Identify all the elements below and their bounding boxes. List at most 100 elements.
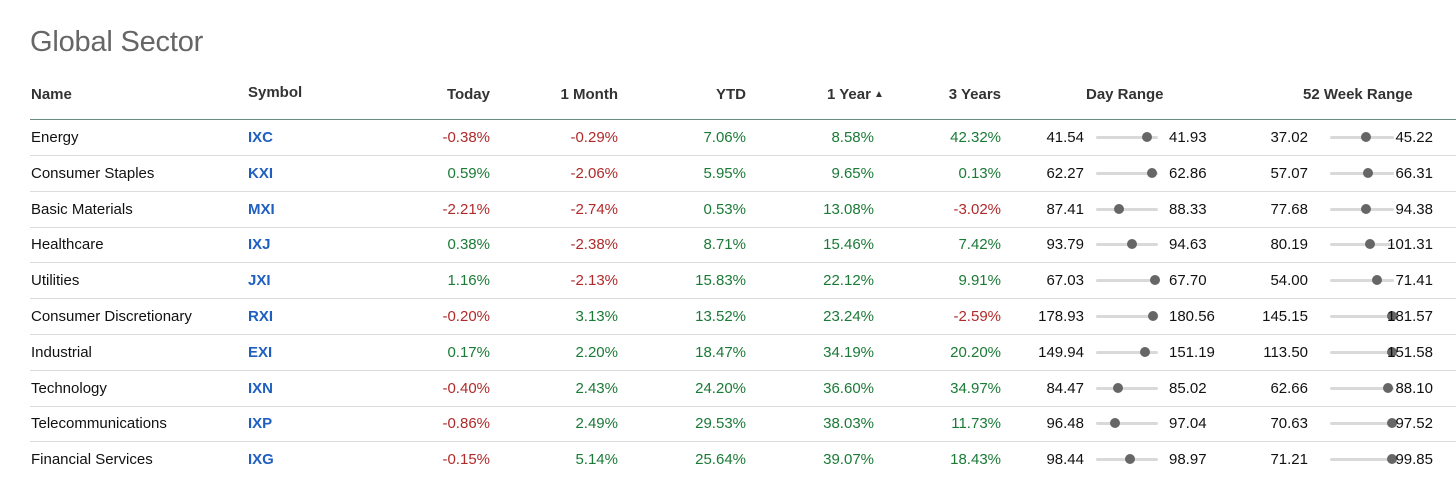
week52-range-low: 37.02 bbox=[1270, 129, 1308, 146]
ytd-change: 25.64% bbox=[695, 451, 746, 469]
week52-range-low: 77.68 bbox=[1270, 200, 1308, 218]
table-row[interactable]: Energy IXC -0.38% -0.29% 7.06% 8.58% 42.32% 41.… bbox=[30, 120, 1456, 156]
symbol-link[interactable]: JXI bbox=[248, 272, 271, 290]
day-range-bar bbox=[1096, 203, 1158, 214]
week52-range-low: 80.19 bbox=[1270, 236, 1308, 254]
one-year-change: 38.03% bbox=[823, 415, 874, 433]
table-row[interactable]: Consumer Staples KXI 0.59% -2.06% 5.95% 9.65%… bbox=[30, 156, 1456, 192]
week52-range-high: 101.31 bbox=[1387, 236, 1433, 254]
header-divider bbox=[30, 119, 1456, 120]
three-years-change: 18.43% bbox=[950, 451, 1001, 469]
week52-range-marker bbox=[1387, 311, 1398, 321]
day-range-bar bbox=[1096, 311, 1159, 321]
week52-range-bar bbox=[1330, 275, 1394, 286]
table-row[interactable]: Financial Services IXG -0.15% 5.14% 25.64% 39… bbox=[30, 442, 1456, 478]
one-year-change: 34.19% bbox=[823, 343, 874, 361]
week52-range-marker bbox=[1387, 454, 1398, 465]
symbol-link[interactable]: IXJ bbox=[248, 236, 271, 254]
symbol-link[interactable]: MXI bbox=[248, 200, 275, 218]
symbol-link[interactable]: IXN bbox=[248, 379, 274, 397]
day-range-bar bbox=[1096, 275, 1160, 286]
one-year-change: 15.46% bbox=[823, 236, 874, 254]
today-change: -0.86% bbox=[442, 415, 490, 433]
day-range-high: 88.33 bbox=[1169, 200, 1207, 218]
week52-range-bar bbox=[1330, 454, 1398, 465]
one-year-change: 9.65% bbox=[831, 164, 874, 182]
column-header-symbol[interactable]: Symbol bbox=[248, 84, 303, 101]
column-header-ytd[interactable]: YTD bbox=[716, 86, 746, 103]
day-range-bar bbox=[1096, 132, 1158, 142]
week52-range-marker bbox=[1361, 132, 1372, 142]
ytd-change: 15.83% bbox=[695, 272, 746, 290]
column-header-today[interactable]: Today bbox=[446, 86, 490, 103]
column-header-3-years[interactable]: 3 Years bbox=[948, 86, 1001, 103]
week52-range-high: 94.38 bbox=[1395, 200, 1433, 218]
symbol-link[interactable]: IXG bbox=[248, 451, 274, 469]
row-divider bbox=[30, 262, 1456, 264]
one-month-change: -2.38% bbox=[570, 236, 618, 254]
ytd-change: 8.71% bbox=[703, 236, 746, 254]
today-change: -0.20% bbox=[442, 308, 490, 325]
day-range-low: 93.79 bbox=[1046, 236, 1084, 254]
day-range-high: 62.86 bbox=[1169, 164, 1207, 182]
ytd-change: 18.47% bbox=[695, 343, 746, 361]
one-month-change: -2.74% bbox=[570, 200, 618, 218]
column-header-1-year[interactable]: 1 Year ▲ bbox=[827, 86, 884, 108]
table-row[interactable]: Basic Materials MXI -2.21% -2.74% 0.53% 13.08… bbox=[30, 192, 1456, 228]
sector-name: Technology bbox=[31, 379, 107, 397]
column-header-1-month[interactable]: 1 Month bbox=[560, 86, 619, 103]
one-year-change: 23.24% bbox=[823, 308, 874, 325]
three-years-change: 7.42% bbox=[958, 236, 1001, 254]
one-month-change: 3.13% bbox=[575, 308, 618, 325]
day-range-marker bbox=[1139, 346, 1150, 357]
ytd-change: 0.53% bbox=[703, 200, 746, 218]
symbol-link[interactable]: EXI bbox=[248, 343, 273, 361]
today-change: -0.15% bbox=[442, 451, 490, 469]
day-range-bar bbox=[1096, 239, 1158, 250]
week52-range-high: 88.10 bbox=[1395, 379, 1433, 397]
week52-range-high: 99.85 bbox=[1395, 451, 1433, 469]
day-range-high: 67.70 bbox=[1169, 272, 1207, 290]
week52-range-low: 145.15 bbox=[1262, 308, 1308, 325]
sector-name: Basic Materials bbox=[31, 200, 133, 218]
table-row[interactable]: Consumer Discretionary RXI -0.20% 3.13% 13.5… bbox=[30, 299, 1456, 335]
sector-name: Utilities bbox=[31, 272, 80, 290]
today-change: 0.59% bbox=[447, 164, 490, 182]
column-header-name[interactable]: Name bbox=[31, 86, 72, 103]
table-row[interactable]: Utilities JXI 1.16% -2.13% 15.83% 22.12% 9.91%… bbox=[30, 263, 1456, 300]
symbol-link[interactable]: RXI bbox=[248, 308, 274, 325]
one-month-change: -2.06% bbox=[570, 164, 618, 182]
ytd-change: 24.20% bbox=[695, 379, 746, 397]
table-row[interactable]: Technology IXN -0.40% 2.43% 24.20% 36.60% 34.9… bbox=[30, 371, 1456, 407]
symbol-link[interactable]: IXP bbox=[248, 415, 273, 433]
day-range-bar bbox=[1096, 167, 1158, 178]
today-change: 0.38% bbox=[447, 236, 490, 254]
symbol-link[interactable]: IXC bbox=[248, 129, 274, 146]
table-row[interactable]: Healthcare IXJ 0.38% -2.38% 8.71% 15.46% 7.42%… bbox=[30, 227, 1456, 264]
week52-range-marker bbox=[1382, 382, 1393, 393]
day-range-high: 94.63 bbox=[1169, 236, 1207, 254]
day-range-marker bbox=[1125, 454, 1136, 465]
sector-name: Industrial bbox=[31, 343, 92, 361]
week52-range-high: 181.57 bbox=[1387, 308, 1433, 325]
day-range-bar bbox=[1096, 454, 1158, 465]
week52-range-bar bbox=[1330, 311, 1398, 321]
week52-range-bar bbox=[1330, 346, 1398, 357]
day-range-marker bbox=[1113, 203, 1124, 214]
ytd-change: 29.53% bbox=[695, 415, 746, 433]
day-range-high: 180.56 bbox=[1169, 308, 1215, 325]
row-divider bbox=[30, 190, 1456, 192]
week52-range-low: 57.07 bbox=[1270, 164, 1308, 182]
column-header-52-week-range[interactable]: 52 Week Range bbox=[1303, 86, 1413, 103]
table-row[interactable]: Telecommunications IXP -0.86% 2.49% 29.53% 38… bbox=[30, 406, 1456, 443]
one-month-change: 2.43% bbox=[575, 379, 618, 397]
week52-range-marker bbox=[1387, 346, 1398, 357]
week52-range-marker bbox=[1387, 418, 1398, 429]
symbol-link[interactable]: KXI bbox=[248, 164, 274, 182]
column-header-day-range[interactable]: Day Range bbox=[1086, 86, 1164, 103]
day-range-high: 98.97 bbox=[1169, 451, 1207, 469]
table-row[interactable]: Industrial EXI 0.17% 2.20% 18.47% 34.19% 20.20… bbox=[30, 335, 1456, 371]
day-range-marker bbox=[1148, 311, 1159, 321]
three-years-change: 11.73% bbox=[951, 415, 1001, 433]
today-change: -0.38% bbox=[442, 129, 490, 146]
